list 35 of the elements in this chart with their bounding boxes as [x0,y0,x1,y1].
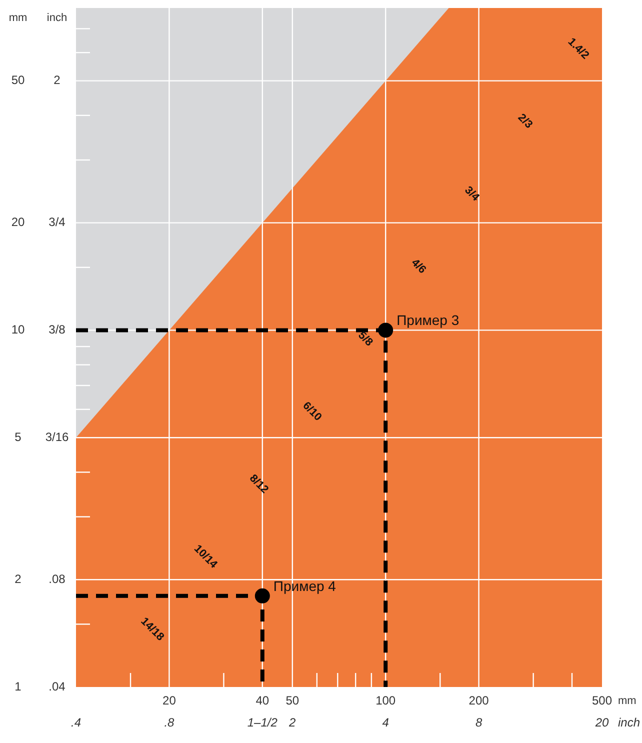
text: 2 [54,73,61,88]
annotation: 2/3 [515,112,535,131]
text: 4 [382,715,390,730]
annotation: 6/10 [300,400,324,424]
x-tick-label: 200 [468,693,490,708]
text: 3/8 [48,322,66,337]
y-tick-label: 1 [14,679,22,694]
y-tick-label: 5 [14,430,22,444]
text: 3/16 [45,430,69,444]
text: 3/4 [48,215,66,230]
text: 8 [475,715,482,730]
annotation: 4/6 [408,256,428,276]
y-tick-label: 2 [14,572,22,586]
x-tick-label: 100 [376,693,396,708]
text: inch [618,715,640,730]
annotation: 3/4 [462,184,482,204]
x-axis-title: mm [618,695,636,708]
annotation: 5/8 [356,329,375,349]
y-tick-label: 20 [11,215,25,230]
text: .8 [164,715,175,730]
text: 1–1/2 [247,715,278,730]
text: .08 [48,572,66,586]
text: .4 [70,715,82,730]
y-tick-label: 10 [11,322,25,337]
text: .04 [48,679,66,694]
text: inch [46,12,68,24]
x-tick-label: 20 [162,693,176,708]
series-label: Пример 3 [396,312,460,328]
y-axis-title: mm [8,12,28,24]
text: 20 [594,715,609,730]
text: 2 [288,715,296,730]
x-tick-label: 40 [256,693,270,708]
x-tick-label: 50 [286,693,300,708]
x-tick-label: 500 [592,693,612,708]
y-tick-label: 50 [11,73,25,88]
